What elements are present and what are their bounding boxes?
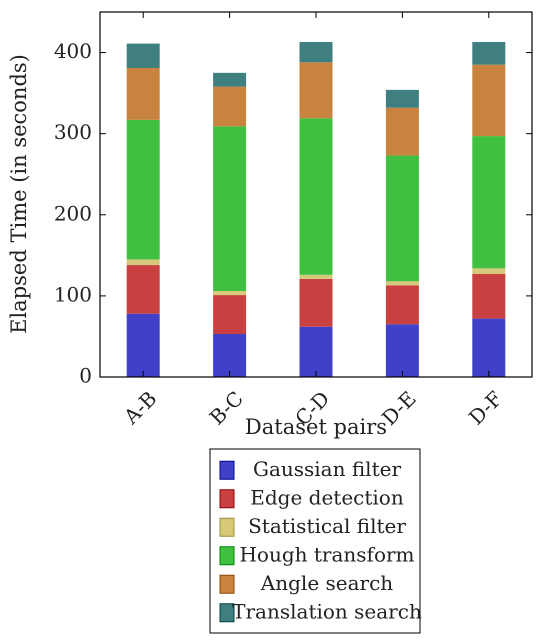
bar-segment-C-D-2: [299, 274, 333, 279]
legend-label: Hough transform: [239, 542, 414, 566]
legend-swatch: [219, 517, 235, 537]
legend-label: Angle search: [260, 571, 394, 595]
legend-label: Translation search: [232, 599, 422, 623]
bar-segment-D-F-0: [472, 318, 506, 377]
legend-frame: [209, 448, 421, 634]
legend-swatch: [219, 460, 235, 480]
legend-label: Gaussian filter: [253, 457, 401, 481]
bar-segment-C-D-5: [299, 42, 333, 63]
y-tick-label: 300: [54, 120, 92, 144]
y-tick-label: 100: [54, 282, 92, 306]
bar-segment-A-B-4: [126, 67, 160, 120]
bar-segment-D-E-4: [385, 107, 419, 156]
legend-label: Statistical filter: [248, 514, 406, 538]
bar-segment-D-F-2: [472, 268, 506, 274]
bar-segment-B-C-2: [213, 291, 247, 296]
bar-segment-B-C-3: [213, 126, 247, 292]
bar-segment-D-E-3: [385, 155, 419, 282]
legend-swatch: [219, 603, 235, 623]
x-axis-label: Dataset pairs: [245, 415, 387, 439]
bar-segment-A-B-1: [126, 265, 160, 314]
bar-segment-D-E-2: [385, 281, 419, 286]
bar-segment-B-C-1: [213, 295, 247, 335]
x-tick-label: B-C: [205, 386, 248, 429]
bar-segment-D-F-3: [472, 136, 506, 269]
bar-segment-B-C-0: [213, 334, 247, 377]
legend-swatch: [219, 574, 235, 594]
bar-segment-C-D-4: [299, 62, 333, 119]
bar-segment-D-E-5: [385, 89, 419, 108]
bar-segment-C-D-1: [299, 278, 333, 327]
bar-segment-A-B-0: [126, 313, 160, 377]
bar-segment-D-E-0: [385, 324, 419, 377]
y-axis-label: Elapsed Time (in seconds): [7, 54, 31, 334]
bar-segment-A-B-3: [126, 119, 160, 260]
bar-segment-C-D-3: [299, 118, 333, 275]
bar-segment-D-F-5: [472, 42, 506, 65]
legend-label: Edge detection: [250, 485, 404, 509]
y-tick-label: 0: [79, 364, 92, 388]
x-tick-label: D-F: [464, 386, 507, 429]
legend: Gaussian filter Edge detection Statistical…: [209, 448, 422, 634]
y-tick-label: 200: [54, 201, 92, 225]
legend-swatch: [219, 489, 235, 509]
y-tick-label: 400: [54, 39, 92, 63]
bar-segment-A-B-5: [126, 43, 160, 68]
bar-segment-D-E-1: [385, 285, 419, 325]
y-axis: 0 100 200 300 400: [54, 39, 532, 388]
bar-segment-B-C-4: [213, 86, 247, 127]
x-tick-label: A-B: [118, 386, 161, 429]
bar-segment-B-C-5: [213, 72, 247, 87]
bar-segment-D-F-4: [472, 64, 506, 137]
bar-segment-D-F-1: [472, 273, 506, 319]
bar-segment-A-B-2: [126, 259, 160, 266]
legend-swatch: [219, 546, 235, 566]
bar-segment-C-D-0: [299, 326, 333, 377]
plot-area: [126, 42, 506, 377]
